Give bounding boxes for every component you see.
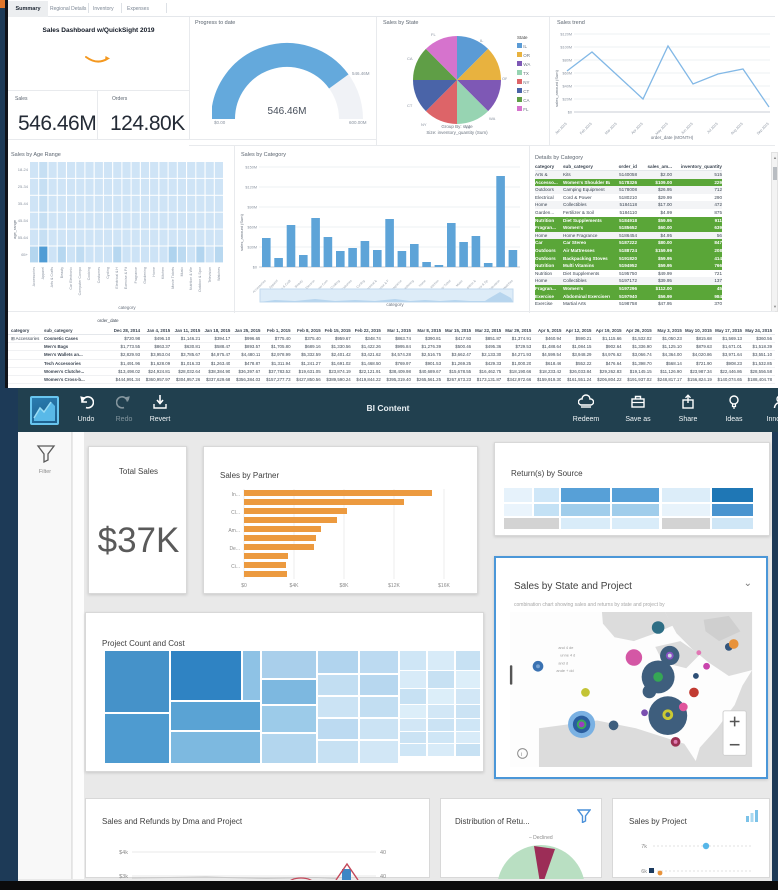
svg-text:order_date (MONTH): order_date (MONTH) [651, 135, 694, 140]
svg-text:age_range: age_range [12, 219, 17, 239]
svg-text:Apparel: Apparel [268, 279, 279, 290]
svg-text:Cycling: Cycling [106, 267, 110, 279]
svg-text:Cl...: Cl... [231, 510, 240, 516]
svg-text:65+: 65+ [21, 252, 28, 257]
svg-text:Television: Television [208, 267, 212, 283]
svg-text:Beauty: Beauty [60, 267, 64, 278]
svg-text:i: i [521, 752, 522, 758]
svg-text:40: 40 [380, 874, 386, 880]
svg-text:$0: $0 [568, 111, 572, 115]
svg-text:Arts & Crafts: Arts & Crafts [50, 267, 54, 288]
svg-text:$60M: $60M [248, 226, 258, 230]
svg-text:Costumes: Costumes [97, 267, 101, 283]
svg-text:Fragrance: Fragrance [134, 267, 138, 283]
svg-text:Beauty: Beauty [294, 279, 304, 289]
svg-text:$0.00: $0.00 [214, 120, 226, 125]
svg-text:CT: CT [407, 103, 413, 108]
svg-text:$120M: $120M [560, 33, 572, 37]
svg-text:$3k: $3k [119, 874, 128, 880]
svg-text:CA: CA [407, 56, 413, 61]
svg-text:546.46M: 546.46M [352, 71, 370, 76]
svg-text:IL: IL [480, 38, 484, 43]
svg-text:35-44: 35-44 [18, 201, 29, 206]
svg-text:6k: 6k [641, 869, 647, 875]
svg-text:55-64: 55-64 [18, 235, 29, 240]
svg-text:600.00M: 600.00M [349, 120, 367, 125]
svg-text:FL: FL [431, 32, 436, 37]
svg-text:unne 4 d: unne 4 d [560, 653, 575, 658]
svg-text:25-34: 25-34 [18, 184, 29, 189]
svg-text:Cooking: Cooking [330, 279, 341, 290]
svg-text:Home: Home [152, 267, 156, 277]
svg-text:sales_amount (Sum): sales_amount (Sum) [554, 69, 559, 107]
svg-text:ande + dd: ande + dd [556, 668, 573, 673]
svg-text:546.46M: 546.46M [268, 106, 307, 117]
svg-text:$0: $0 [241, 583, 247, 589]
svg-text:Movie Tickets: Movie Tickets [171, 267, 175, 289]
svg-text:Accessories: Accessories [32, 267, 36, 287]
svg-text:$100M: $100M [560, 46, 572, 50]
svg-text:$40M: $40M [563, 85, 573, 89]
svg-text:$16K: $16K [438, 583, 450, 589]
svg-text:sales_amount (Sum): sales_amount (Sum) [239, 213, 244, 251]
svg-text:Music: Music [455, 279, 464, 288]
svg-text:Home: Home [418, 279, 427, 288]
svg-text:WA: WA [489, 116, 496, 121]
svg-text:Car Electronic: Car Electronic [69, 267, 73, 290]
svg-text:Apparel: Apparel [41, 267, 45, 280]
svg-text:Am...: Am... [228, 528, 240, 534]
svg-text:Computer Compo: Computer Compo [78, 267, 82, 295]
svg-text:category: category [386, 302, 404, 307]
svg-text:$90M: $90M [248, 206, 258, 210]
svg-text:and d: and d [558, 660, 568, 665]
svg-text:$60M: $60M [563, 72, 573, 76]
svg-text:Music: Music [180, 267, 184, 277]
svg-text:Kitchen: Kitchen [161, 267, 165, 279]
svg-text:$30M: $30M [248, 246, 258, 250]
svg-text:$8K: $8K [340, 583, 350, 589]
svg-text:De...: De... [229, 546, 240, 552]
svg-text:40: 40 [380, 850, 386, 856]
svg-text:Electrical & H: Electrical & H [115, 267, 119, 289]
svg-text:category: category [118, 305, 136, 310]
svg-text:NY: NY [421, 122, 427, 127]
svg-text:Kitchen: Kitchen [429, 279, 440, 290]
svg-text:Watches: Watches [217, 267, 221, 281]
svg-text:Outdoor & Spor: Outdoor & Spor [198, 266, 202, 292]
svg-text:Cycling: Cycling [355, 279, 365, 289]
svg-text:$4k: $4k [119, 850, 128, 856]
svg-text:Gardening: Gardening [143, 267, 147, 284]
svg-text:$150M: $150M [245, 166, 257, 170]
svg-text:18-24: 18-24 [18, 167, 29, 172]
svg-text:TX: TX [465, 125, 470, 130]
svg-text:Cooking: Cooking [87, 267, 91, 280]
svg-text:and 4 de: and 4 de [558, 645, 573, 650]
svg-text:Exercise & Fit: Exercise & Fit [124, 267, 128, 289]
svg-text:$80M: $80M [563, 59, 573, 63]
svg-text:$4K: $4K [290, 583, 300, 589]
svg-text:In...: In... [232, 492, 240, 498]
svg-text:$12K: $12K [388, 583, 400, 589]
svg-text:$20M: $20M [563, 98, 573, 102]
svg-text:Nutrition & We: Nutrition & We [189, 267, 193, 290]
svg-text:Watches: Watches [502, 279, 514, 291]
svg-text:$120M: $120M [245, 186, 257, 190]
svg-text:OR: OR [502, 76, 507, 81]
svg-text:45-54: 45-54 [18, 218, 29, 223]
svg-text:Ci...: Ci... [231, 564, 240, 570]
svg-text:$0: $0 [253, 266, 257, 270]
svg-text:7k: 7k [641, 844, 647, 850]
